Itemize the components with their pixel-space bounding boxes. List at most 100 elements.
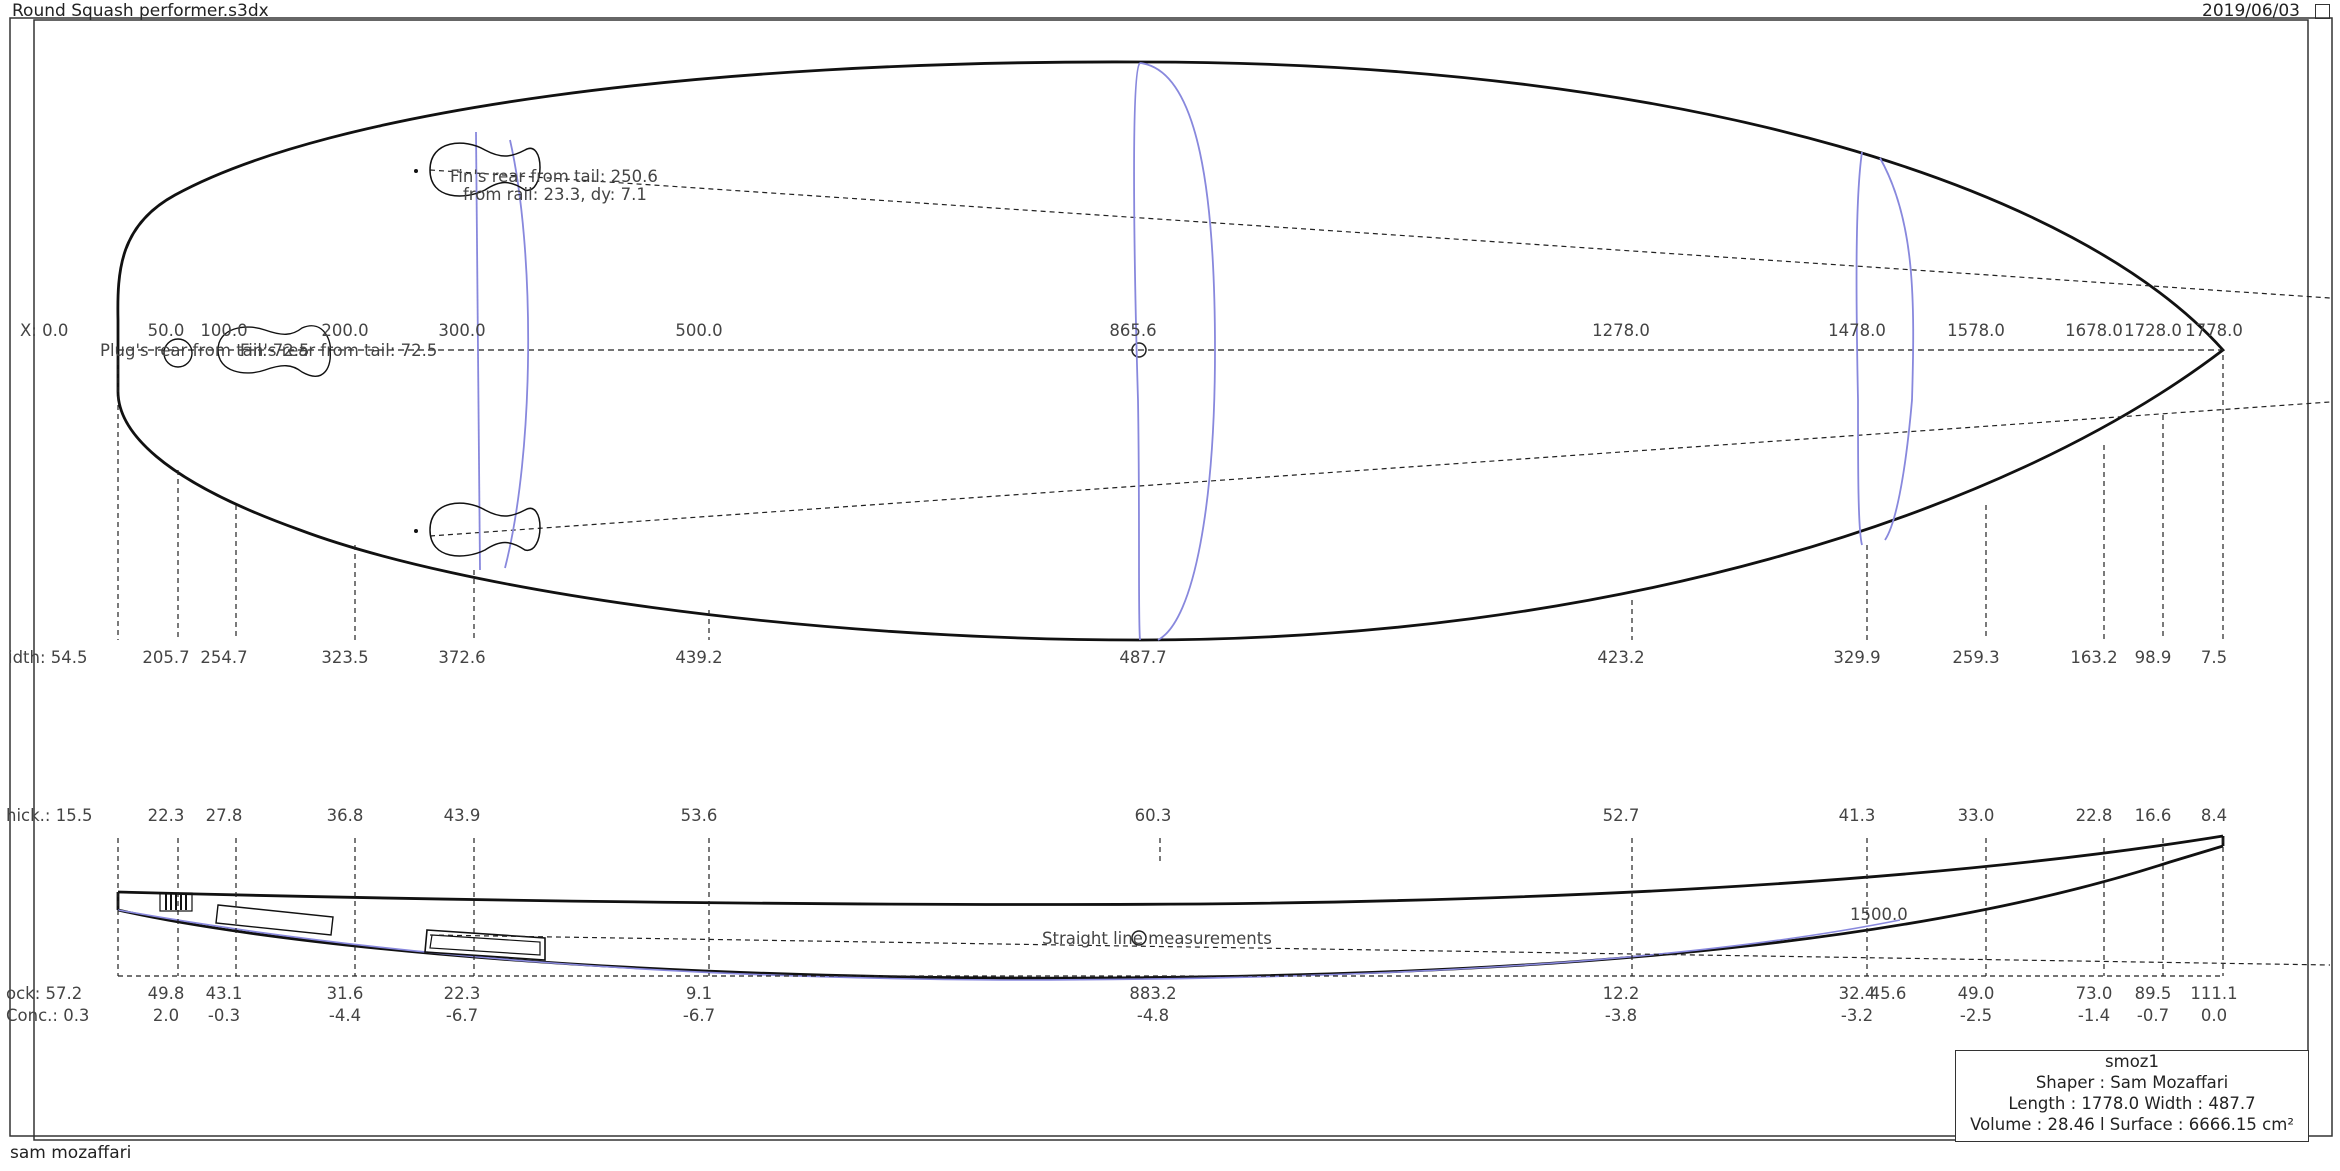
rocker-label-7: 32.4 (1839, 984, 1876, 1003)
mark-1500-label: 1500.0 (1850, 905, 1908, 924)
thickness-label-1: 27.8 (206, 806, 243, 825)
thickness-label-6: 52.7 (1603, 806, 1640, 825)
bottom-contour-curve (117, 909, 1901, 981)
x-label-8: 1578.0 (1947, 321, 2005, 340)
width-label-3: 372.6 (438, 648, 485, 667)
concave-prefix-label: Conc.: 0.3 (6, 1006, 89, 1025)
center-fin-profile (215, 904, 334, 936)
fin-line-top (429, 169, 2331, 299)
rocker-label-8: 45.6 (1870, 984, 1907, 1003)
width-label-2: 323.5 (321, 648, 368, 667)
shaper-info: Shaper : Sam Mozaffari (2035, 1073, 2229, 1092)
rocker-label-10: 73.0 (2076, 984, 2113, 1003)
x-label-10: 1728.0 (2124, 321, 2182, 340)
side-fin-profile (424, 929, 546, 961)
plug-profile (159, 892, 193, 912)
x-label-2: 200.0 (321, 321, 368, 340)
leash-plug (163, 338, 193, 368)
rocker-label-0: 49.8 (148, 984, 185, 1003)
drawing-frame (33, 19, 2309, 1141)
width-label-11: 7.5 (2201, 648, 2227, 667)
width-label-0: 205.7 (142, 648, 189, 667)
concave-label-1: -0.3 (208, 1006, 240, 1025)
rocker-label-6: 12.2 (1603, 984, 1640, 1003)
footer-user: sam mozaffari (10, 1143, 132, 1163)
section-curve-center-left (1133, 62, 1141, 641)
straight-line (429, 934, 2331, 966)
width-label-7: 329.9 (1833, 648, 1880, 667)
concave-label-3: -6.7 (446, 1006, 478, 1025)
thickness-label-10: 16.6 (2135, 806, 2172, 825)
width-label-10: 98.9 (2135, 648, 2172, 667)
fin-line-bottom (429, 401, 2331, 537)
rocker-label-11: 89.5 (2135, 984, 2172, 1003)
width-labels: 205.7 254.7 323.5 372.6 439.2 487.7 423.2 329.9… (142, 648, 2227, 667)
concave-label-5: -4.8 (1137, 1006, 1169, 1025)
concave-labels: 2.0 -0.3 -4.4 -6.7 -6.7 -4.8 -3.8 -3.2 -2.5 -1.4 -… (153, 1006, 2227, 1025)
plug-hatch (165, 894, 187, 910)
section-curve-tail-left (475, 131, 481, 571)
fin-rail-label: from rail: 23.3, dy: 7.1 (463, 185, 647, 204)
width-prefix-label: idth: 54.5 (8, 648, 88, 667)
rocker-prefix-label: ock: 57.2 (6, 984, 82, 1003)
window-title: Round Squash performer.s3dx (12, 1, 269, 21)
x-label-1: 100.0 (200, 321, 247, 340)
volume-info: Volume : 28.46 l Surface : 6666.15 cm² (1970, 1115, 2294, 1134)
thickness-label-0: 22.3 (148, 806, 185, 825)
width-label-1: 254.7 (200, 648, 247, 667)
x-prefix-label: X: 0.0 (20, 321, 68, 340)
concave-label-8: -2.5 (1960, 1006, 1992, 1025)
deck-line (117, 834, 2224, 906)
side-fin-profile-inner (429, 934, 541, 956)
rocker-label-9: 49.0 (1958, 984, 1995, 1003)
concave-label-4: -6.7 (683, 1006, 715, 1025)
rocker-labels: 49.8 43.1 31.6 22.3 9.1 883.2 12.2 32.445.6 49.0… (148, 984, 2238, 1003)
board-name: smoz1 (2105, 1052, 2159, 1071)
fin-box-bottom (429, 502, 541, 557)
x-label-0: 50.0 (148, 321, 185, 340)
width-label-8: 259.3 (1952, 648, 1999, 667)
thickness-label-2: 36.8 (327, 806, 364, 825)
width-label-4: 439.2 (675, 648, 722, 667)
fin-dot-bottom (414, 529, 418, 533)
straight-line-label: Straight line measurements (1042, 929, 1272, 948)
board-info-box: smoz1 Shaper : Sam Mozaffari Length : 17… (1955, 1050, 2309, 1142)
thickness-label-4: 53.6 (681, 806, 718, 825)
rocker-label-3: 22.3 (444, 984, 481, 1003)
concave-label-7: -3.2 (1841, 1006, 1873, 1025)
thickness-label-7: 41.3 (1839, 806, 1876, 825)
rocker-label-2: 31.6 (327, 984, 364, 1003)
top-dimension-ticks (117, 355, 2224, 640)
window-date: 2019/06/03 (2202, 1, 2300, 21)
rocker-label-12: 111.1 (2190, 984, 2237, 1003)
rocker-label-5: 883.2 (1129, 984, 1176, 1003)
section-curve-center-right (1139, 62, 1216, 641)
x-label-5: 865.6 (1109, 321, 1156, 340)
rocker-label-1: 43.1 (206, 984, 243, 1003)
width-label-9: 163.2 (2070, 648, 2117, 667)
thickness-label-11: 8.4 (2201, 806, 2227, 825)
profile-dimension-ticks (117, 838, 2224, 976)
x-label-6: 1278.0 (1592, 321, 1650, 340)
section-curve-nose-left (1855, 151, 1863, 546)
thickness-labels: 22.3 27.8 36.8 43.9 53.6 60.3 52.7 41.3 33.0 22.8… (148, 806, 2228, 825)
thickness-prefix-label: hick.: 15.5 (6, 806, 92, 825)
x-label-3: 300.0 (438, 321, 485, 340)
bottom-line (117, 844, 2224, 980)
board-outline (116, 60, 2226, 642)
width-label-5: 487.7 (1119, 648, 1166, 667)
fin-dot-top (414, 169, 418, 173)
center-fin-box (217, 325, 332, 377)
center-mark (1131, 342, 1147, 358)
concave-label-0: 2.0 (153, 1006, 179, 1025)
x-position-labels: 50.0 100.0 200.0 300.0 500.0 865.6 1278.0 1478.… (148, 321, 2243, 340)
section-curve-tail-right (504, 139, 530, 569)
fin-box-top (429, 142, 541, 197)
section-curve-nose-right (1879, 157, 1915, 541)
x-label-9: 1678.0 (2065, 321, 2123, 340)
profile-center-mark (1131, 930, 1147, 946)
x-label-11: 1778.0 (2185, 321, 2243, 340)
dimensions-info: Length : 1778.0 Width : 487.7 (2008, 1094, 2256, 1113)
concave-label-2: -4.4 (329, 1006, 361, 1025)
